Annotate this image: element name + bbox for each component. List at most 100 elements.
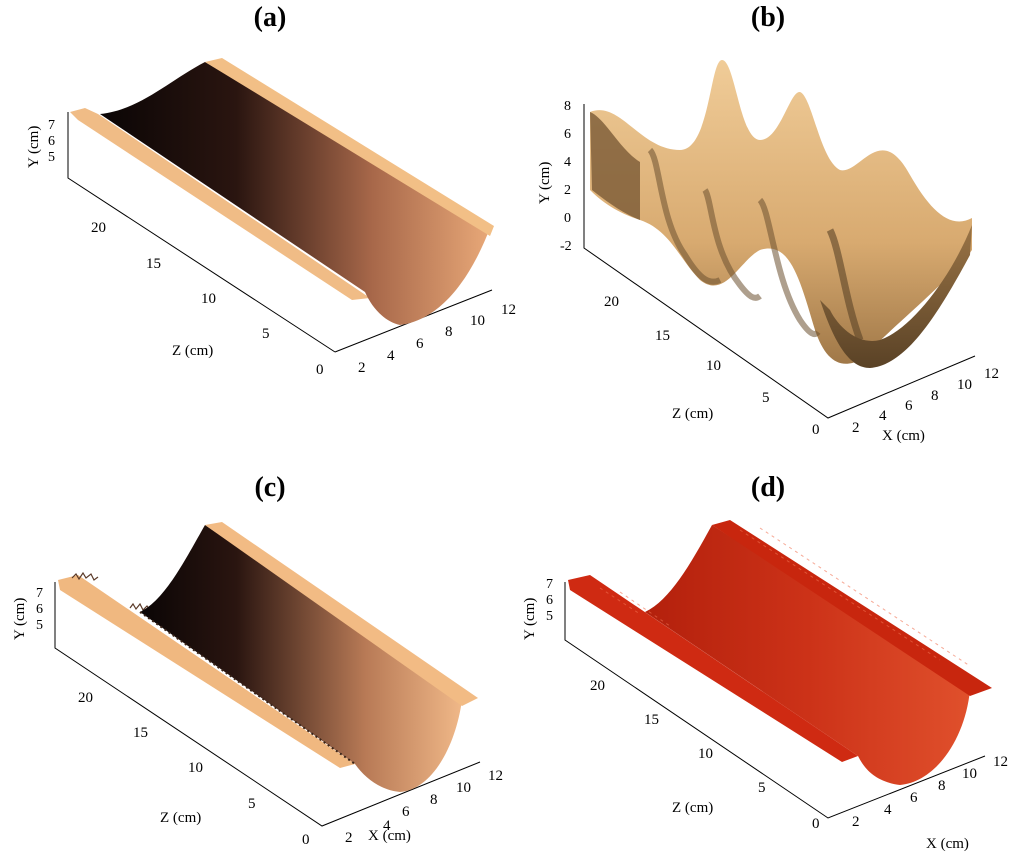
panel-d-z-axis-label: Z (cm) xyxy=(672,800,713,816)
panel-a-z-tick: 10 xyxy=(201,291,216,307)
panel-d-rim-texture xyxy=(599,527,971,667)
panel-b: 8 6 4 2 0 -2 Y (cm) 20 15 10 5 0 Z (cm) … xyxy=(537,60,999,444)
panel-d-y-tick: 6 xyxy=(546,593,553,608)
panel-b-y-axis-label: Y (cm) xyxy=(537,162,553,204)
panel-d-x-tick: 12 xyxy=(993,754,1008,770)
panel-d-z-tick: 15 xyxy=(644,712,659,728)
panel-a: 7 6 5 Y (cm) 20 15 10 5 0 Z (cm) 2 4 6 8… xyxy=(26,58,516,378)
panel-b-left-wall xyxy=(590,112,640,220)
panel-c-axis-lines xyxy=(54,582,481,827)
panel-a-x-tick: 12 xyxy=(501,302,516,318)
panel-c-x-tick: 12 xyxy=(488,768,503,784)
panel-a-x-tick: 8 xyxy=(445,324,453,340)
panel-label-c: (c) xyxy=(254,472,286,503)
panel-d-z-tick: 0 xyxy=(812,816,820,832)
panel-b-x-tick: 10 xyxy=(957,377,972,393)
panel-b-y-tick: 4 xyxy=(564,155,571,170)
panel-a-x-tick: 10 xyxy=(470,313,485,329)
panel-b-wave-back xyxy=(590,60,972,364)
panel-a-x-tick: 2 xyxy=(358,360,366,376)
panel-label-d: (d) xyxy=(750,472,786,503)
panel-d-trough xyxy=(645,525,970,785)
panel-b-front-trough xyxy=(820,225,972,368)
panel-d-x-tick: 10 xyxy=(962,766,977,782)
panel-b-ridge-3 xyxy=(757,197,821,337)
panel-c-right-rim xyxy=(205,522,478,706)
panel-b-z-tick: 15 xyxy=(655,328,670,344)
panel-c-y-axis-label: Y (cm) xyxy=(12,598,28,640)
panel-b-axis-lines xyxy=(583,104,976,419)
panel-a-z-tick: 15 xyxy=(146,256,161,272)
panel-c-trough xyxy=(140,525,462,792)
panel-a-trough xyxy=(100,62,490,325)
panel-d-x-axis-label: X (cm) xyxy=(926,836,969,852)
panel-b-y-tick: 0 xyxy=(564,211,571,226)
panel-d-x-tick: 2 xyxy=(852,814,860,830)
panel-c-x-axis-label: X (cm) xyxy=(368,828,411,844)
panel-a-y-axis-label: Y (cm) xyxy=(26,126,42,168)
panel-c-x-tick: 8 xyxy=(430,792,438,808)
panel-d-y-tick: 5 xyxy=(546,609,553,624)
panel-b-z-tick: 0 xyxy=(812,422,820,438)
panel-b-ridge-4 xyxy=(826,228,864,342)
panel-b-y-tick: 8 xyxy=(564,99,571,114)
panel-c-z-tick: 10 xyxy=(188,760,203,776)
panel-a-z-tick: 5 xyxy=(262,326,270,342)
panel-c-z-tick: 0 xyxy=(302,832,310,848)
panel-b-z-tick: 5 xyxy=(762,390,770,406)
panel-c-y-tick: 5 xyxy=(36,618,43,633)
panel-a-left-rim xyxy=(70,108,370,300)
panel-b-y-tick: 6 xyxy=(564,127,571,142)
panel-c-rim-noise xyxy=(71,571,151,612)
panel-b-z-tick: 10 xyxy=(706,358,721,374)
panel-d-right-rim xyxy=(712,520,992,696)
panel-d-x-tick: 8 xyxy=(938,778,946,794)
panel-d: 7 6 5 Y (cm) 20 15 10 5 0 Z (cm) 2 4 6 8… xyxy=(522,520,1008,852)
panel-b-ridge-2 xyxy=(702,188,762,301)
panel-d-axis-lines xyxy=(564,582,986,819)
panel-b-x-tick: 12 xyxy=(984,366,999,382)
panel-a-right-rim xyxy=(205,58,494,236)
panel-a-axis-box xyxy=(67,112,336,353)
panel-d-x-tick: 6 xyxy=(910,790,918,806)
panel-c-x-tick: 6 xyxy=(402,804,410,820)
panel-b-ridge-1 xyxy=(647,147,722,285)
panel-a-z-tick: 20 xyxy=(91,220,106,236)
panel-c: 7 6 5 Y (cm) 20 15 10 5 0 Z (cm) 2 4 6 8… xyxy=(12,522,503,848)
panel-a-z-tick: 0 xyxy=(316,362,324,378)
panel-d-z-tick: 10 xyxy=(698,746,713,762)
panel-a-x-tick: 6 xyxy=(416,336,424,352)
panel-b-z-tick: 20 xyxy=(604,294,619,310)
panel-a-y-tick: 6 xyxy=(48,134,55,149)
panel-c-trough-edge xyxy=(139,611,356,765)
panel-b-y-tick: 2 xyxy=(564,183,571,198)
panel-c-y-tick: 6 xyxy=(36,602,43,617)
panel-b-z-axis-label: Z (cm) xyxy=(672,406,713,422)
panel-d-y-axis-label: Y (cm) xyxy=(522,598,538,640)
panel-d-y-tick: 7 xyxy=(546,577,553,592)
panel-a-y-tick: 5 xyxy=(48,150,55,165)
panel-b-x-tick: 8 xyxy=(931,388,939,404)
panel-c-x-tick: 10 xyxy=(456,780,471,796)
panel-b-y-tick: -2 xyxy=(560,239,572,254)
panel-c-left-rim xyxy=(58,575,355,768)
panel-c-z-tick: 20 xyxy=(78,690,93,706)
panel-c-z-axis-label: Z (cm) xyxy=(160,810,201,826)
panel-label-a: (a) xyxy=(253,2,287,33)
panel-d-x-tick: 4 xyxy=(884,802,892,818)
panel-c-z-tick: 15 xyxy=(133,725,148,741)
panel-d-z-tick: 5 xyxy=(758,780,766,796)
panel-b-x-tick: 2 xyxy=(852,420,860,436)
panel-d-z-tick: 20 xyxy=(590,678,605,694)
panel-a-y-tick: 7 xyxy=(48,118,55,133)
panel-label-b: (b) xyxy=(750,2,786,33)
panel-c-x-tick: 2 xyxy=(345,830,353,846)
panel-b-x-axis-label: X (cm) xyxy=(882,428,925,444)
panel-c-y-tick: 7 xyxy=(36,586,43,601)
panel-c-z-tick: 5 xyxy=(248,796,256,812)
panel-a-x-tick: 4 xyxy=(387,348,395,364)
panel-b-x-tick: 6 xyxy=(905,398,913,414)
panel-c-x-tick: 4 xyxy=(383,818,391,834)
panel-d-left-rim xyxy=(568,575,858,762)
